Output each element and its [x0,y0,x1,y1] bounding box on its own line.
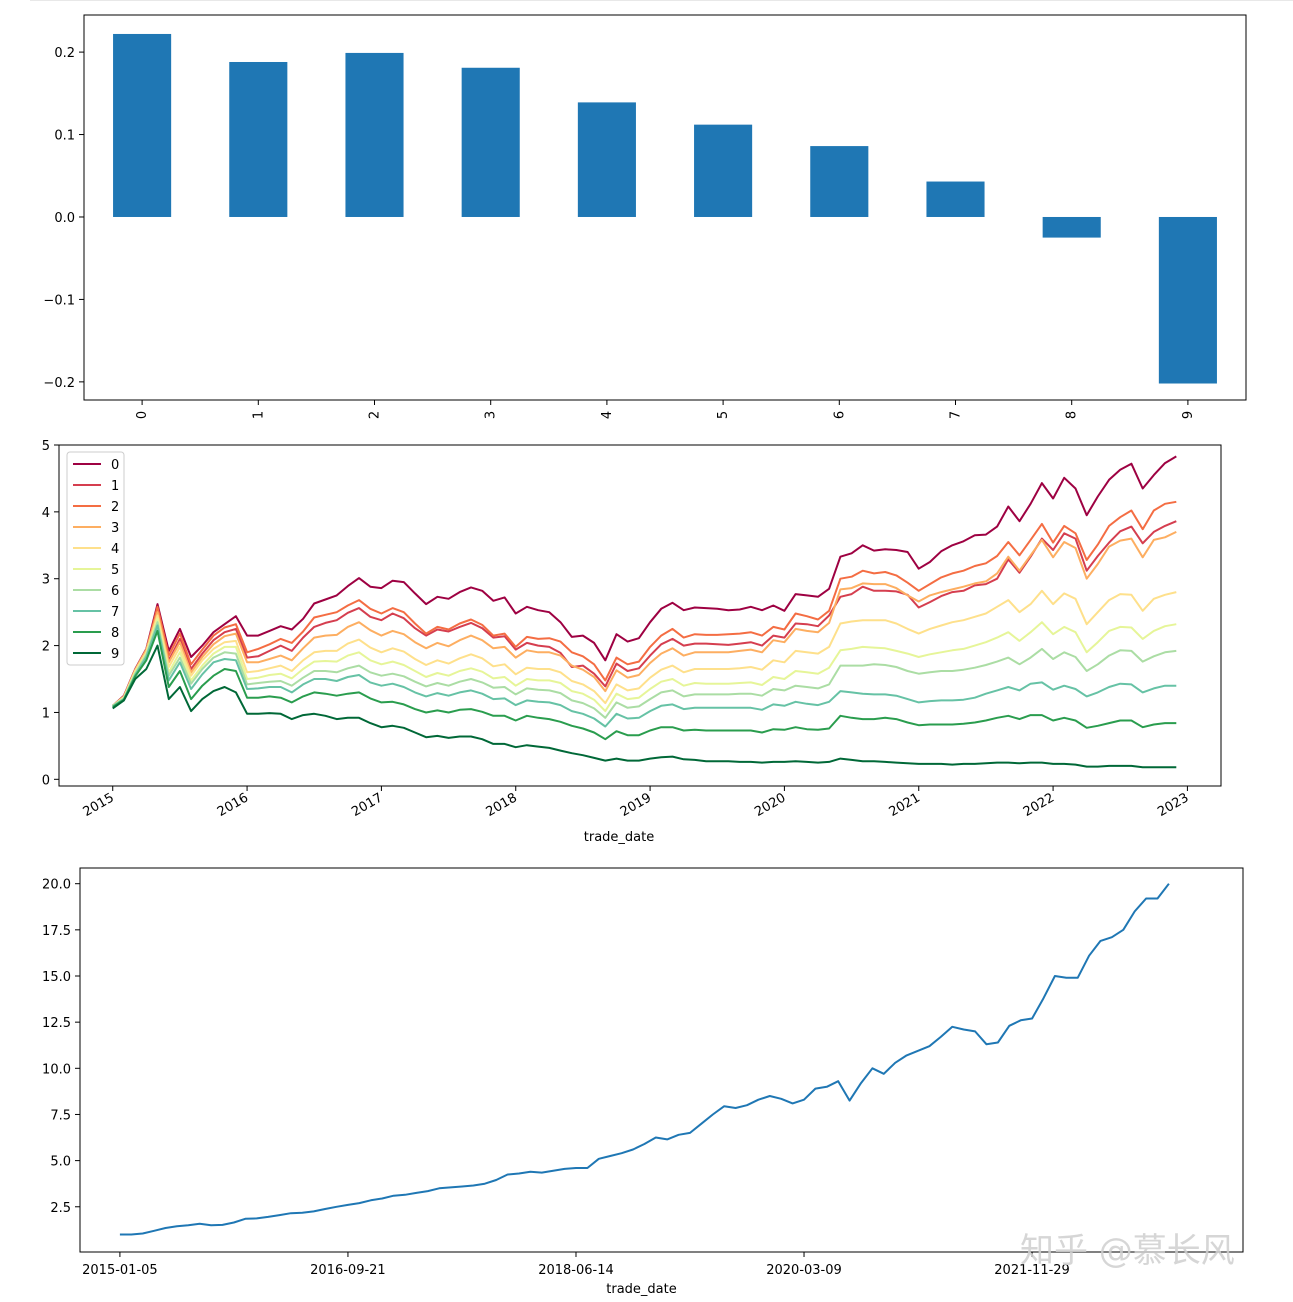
y-tick-label: 20.0 [42,878,71,893]
y-tick-label: 15.0 [42,970,71,985]
legend-label-7: 7 [111,605,119,620]
bar-5 [694,124,753,217]
plot-frame [79,867,1244,1253]
x-axis-label: trade_date [606,1282,676,1297]
x-tick-label: 2021 [887,790,923,820]
x-tick-label: 3 [484,411,499,419]
y-tick-label: 0 [42,773,50,788]
x-axis-label: trade_date [584,830,654,845]
y-tick-label: 12.5 [42,1016,71,1031]
series-line-4 [112,589,1177,707]
x-tick-label: 2020-03-09 [766,1263,842,1278]
x-tick-label: 8 [1065,411,1080,419]
legend-label-6: 6 [111,584,119,599]
legend-label-0: 0 [111,458,119,473]
bar-0 [113,33,172,217]
series-line-0 [112,455,1177,707]
y-tick-label: 4 [42,506,50,521]
legend-label-9: 9 [111,647,119,662]
x-tick-label: 2019 [618,790,654,820]
series-line-5 [112,617,1177,713]
bar-chart: 0 1 2 3 4 5 6 7 8 9 −0.2 −0.1 0.0 0.1 0.2 [43,14,1247,419]
y-tick-label: −0.2 [43,376,75,391]
x-tick-label: 2016-09-21 [310,1263,386,1278]
y-tick-label: 0.0 [54,211,75,226]
legend-label-4: 4 [111,542,119,557]
x-tick-label: 7 [949,411,964,419]
x-tick-label: 0 [135,411,150,419]
x-tick-label: 2022 [1021,790,1057,820]
x-tick-label: 2020 [752,790,788,820]
bar-8 [1042,216,1101,238]
cumulative-line [119,883,1170,1236]
legend-label-5: 5 [111,563,119,578]
y-tick-label: 17.5 [42,924,71,939]
series-line-1 [112,520,1177,707]
bar-3 [461,67,520,217]
y-tick-label: 1 [42,706,50,721]
plot-frame [58,444,1222,787]
series-line-9 [112,644,1177,769]
bar-6 [810,146,869,217]
top-divider [30,0,1293,1]
x-tick-label: 1 [251,411,266,419]
legend-label-3: 3 [111,521,119,536]
legend-label-8: 8 [111,626,119,641]
bar-2 [345,52,404,217]
series-line-2 [112,500,1177,707]
y-tick-label: −0.1 [43,293,75,308]
series-line-3 [112,530,1177,707]
cumulative-line-chart: 2.5 5.0 7.5 10.0 12.5 15.0 17.5 20.0 2015-01-05 2… [42,867,1244,1297]
watermark: 知乎 @慕长风 [1020,1231,1235,1271]
legend-label-1: 1 [111,479,119,494]
x-tick-label: 2018-06-14 [538,1263,614,1278]
y-tick-label: 0.2 [54,46,75,61]
legend-label-2: 2 [111,500,119,515]
y-tick-label: 0.1 [54,129,75,144]
y-tick-label: 7.5 [50,1108,71,1123]
bar-4 [577,102,636,217]
x-tick-label: 4 [600,411,615,419]
x-tick-label: 2017 [349,790,385,820]
x-tick-label: 2 [368,411,383,419]
x-tick-label: 2021-11-29 [994,1263,1070,1278]
x-tick-label: 9 [1181,411,1196,419]
y-tick-label: 10.0 [42,1062,71,1077]
bar-9 [1158,216,1217,384]
y-tick-label: 2.5 [50,1201,71,1216]
x-tick-label: 2015-01-05 [82,1263,158,1278]
y-tick-label: 5 [42,439,50,454]
series-line-7 [112,624,1177,728]
y-tick-label: 3 [42,573,50,588]
x-tick-label: 2016 [215,790,251,820]
plot-frame [83,14,1247,401]
series-line-8 [112,629,1177,741]
x-tick-label: 6 [832,411,847,419]
x-tick-label: 2018 [484,790,520,820]
y-tick-label: 2 [42,640,50,655]
bar-7 [926,181,985,217]
series-line-6 [112,621,1177,719]
x-tick-label: 2023 [1155,790,1191,820]
x-tick-label: 2015 [81,790,117,820]
x-tick-label: 5 [716,411,731,419]
bar-1 [229,61,288,217]
y-tick-label: 5.0 [50,1155,71,1170]
